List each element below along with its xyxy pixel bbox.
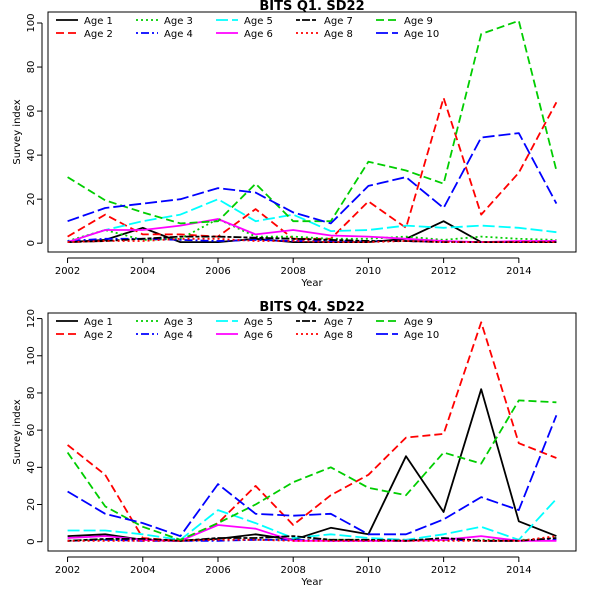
series-line-age-5 xyxy=(67,498,558,541)
legend-label: Age 6 xyxy=(244,29,273,40)
y-tick-label: 40 xyxy=(26,461,37,474)
series-line-age-1 xyxy=(67,220,557,244)
series-line-age-8 xyxy=(67,535,557,542)
legend-label: Age 7 xyxy=(324,317,353,328)
y-tick-label: 60 xyxy=(26,424,37,437)
legend-label: Age 1 xyxy=(84,317,113,328)
x-tick-label: 2006 xyxy=(205,266,230,277)
x-tick-label: 2006 xyxy=(205,565,230,576)
legend-label: Age 10 xyxy=(404,29,439,40)
y-tick-label: 60 xyxy=(26,105,37,118)
series-line-age-8 xyxy=(67,237,557,244)
x-tick-label: 2004 xyxy=(130,266,155,277)
series-line-age-5 xyxy=(67,198,557,243)
y-tick-label: 0 xyxy=(26,240,37,246)
y-tick-label: 80 xyxy=(26,61,37,74)
y-tick-label: 80 xyxy=(26,387,37,400)
y-axis-label: Survey index xyxy=(12,99,23,164)
y-tick-label: 100 xyxy=(26,346,37,365)
legend-label: Age 3 xyxy=(164,317,193,328)
legend-label: Age 10 xyxy=(404,330,439,341)
x-tick-label: 2014 xyxy=(506,565,531,576)
x-tick-label: 2002 xyxy=(55,565,80,576)
y-tick-label: 40 xyxy=(26,149,37,162)
plot-frame xyxy=(47,11,577,253)
legend-label: Age 3 xyxy=(164,16,193,27)
legend-label: Age 1 xyxy=(84,16,113,27)
series-line-age-10 xyxy=(67,414,558,537)
legend-label: Age 6 xyxy=(244,330,273,341)
x-tick-label: 2008 xyxy=(280,266,305,277)
series-line-age-3 xyxy=(67,218,557,242)
series-line-age-7 xyxy=(67,535,557,542)
y-tick-label: 20 xyxy=(26,498,37,511)
chart-title: BITS Q4. SD22 xyxy=(259,300,364,315)
x-tick-label: 2008 xyxy=(280,565,305,576)
legend-label: Age 7 xyxy=(324,16,353,27)
x-tick-label: 2010 xyxy=(356,266,381,277)
y-axis: 0 20 40 60 80 100 xyxy=(26,13,43,246)
series-line-age-9 xyxy=(66,399,557,541)
y-tick-label: 20 xyxy=(26,193,37,206)
x-tick-label: 2004 xyxy=(130,565,155,576)
legend-background xyxy=(49,314,469,344)
legend: Age 1 Age 2 Age 3 Age 4 Age 5 Age 6 Age 7 Age 8… xyxy=(49,314,469,344)
x-axis: 2002 2004 2006 2008 2010 2012 2014 xyxy=(55,257,532,277)
y-axis-label: Survey index xyxy=(12,399,23,464)
x-axis-label: Year xyxy=(300,278,323,289)
x-tick-label: 2014 xyxy=(506,266,531,277)
x-tick-label: 2012 xyxy=(431,565,456,576)
legend-background xyxy=(49,13,469,43)
series-line-age-2 xyxy=(67,97,558,240)
legend-label: Age 8 xyxy=(324,29,353,40)
legend-label: Age 4 xyxy=(164,330,193,341)
legend-label: Age 2 xyxy=(84,330,113,341)
y-tick-label: 100 xyxy=(26,13,37,32)
series-line-age-7 xyxy=(67,235,557,244)
chart-title: BITS Q1. SD22 xyxy=(259,0,364,14)
legend-label: Age 9 xyxy=(404,16,433,27)
legend-label: Age 8 xyxy=(324,330,353,341)
x-tick-label: 2012 xyxy=(431,266,456,277)
legend-label: Age 5 xyxy=(244,16,273,27)
x-axis-label: Year xyxy=(300,577,323,588)
legend-label: Age 9 xyxy=(404,317,433,328)
plot-frame xyxy=(47,312,577,552)
x-tick-label: 2010 xyxy=(356,565,381,576)
x-tick-label: 2002 xyxy=(55,266,80,277)
y-axis: 0 20 40 60 80 100 120 xyxy=(26,309,43,545)
y-tick-label: 120 xyxy=(26,309,37,328)
series-line-age-9 xyxy=(67,19,558,225)
legend-label: Age 5 xyxy=(244,317,273,328)
series-line-age-1 xyxy=(67,388,557,542)
series-line-age-10 xyxy=(67,132,558,225)
y-tick-label: 0 xyxy=(26,539,37,545)
x-axis: 2002 2004 2006 2008 2010 2012 2014 xyxy=(55,556,532,576)
series-line-age-2 xyxy=(67,321,557,542)
legend-label: Age 2 xyxy=(84,29,113,40)
legend-label: Age 4 xyxy=(164,29,193,40)
legend: Age 1 Age 2 Age 3 Age 4 Age 5 Age 6 Age 7 Age 8… xyxy=(49,13,469,43)
